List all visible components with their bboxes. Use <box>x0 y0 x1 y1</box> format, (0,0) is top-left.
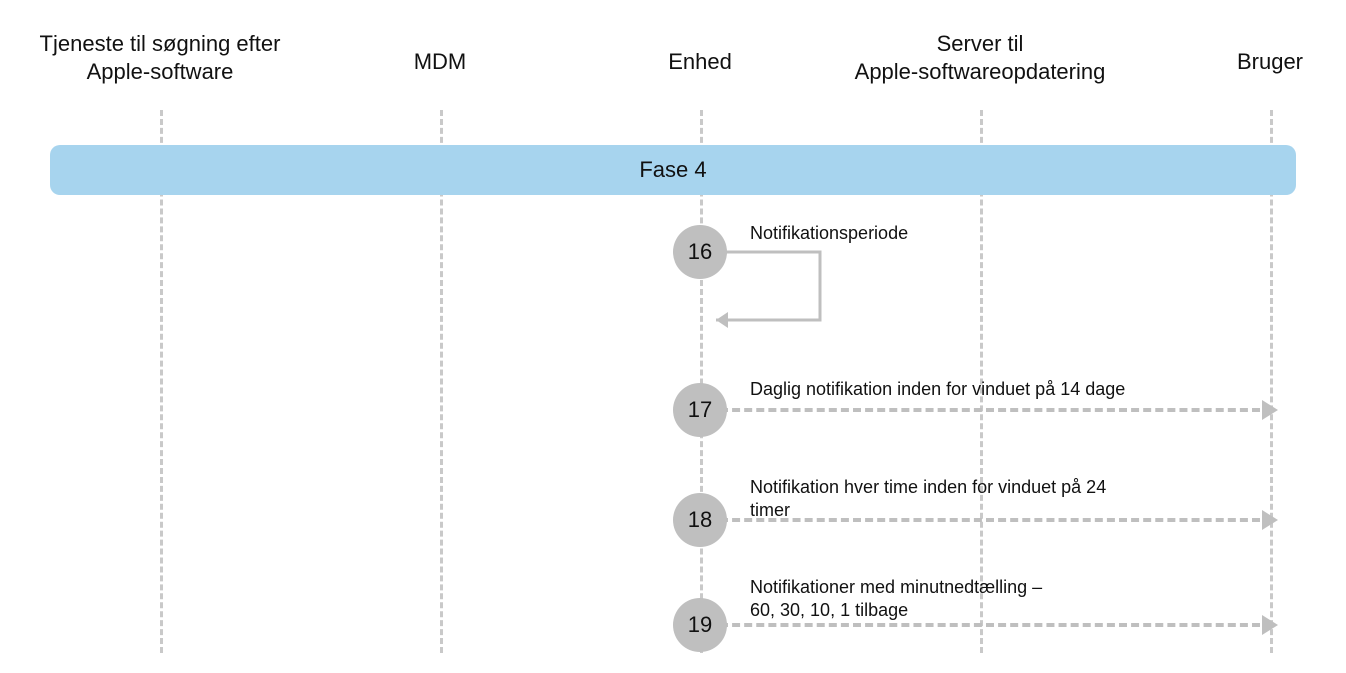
lane-header-label: Bruger <box>1237 49 1303 74</box>
step-circle-16: 16 <box>673 225 727 279</box>
step-circle-17: 17 <box>673 383 727 437</box>
step-number: 18 <box>688 507 712 533</box>
step-label-18: Notifikation hver time inden for vinduet… <box>750 476 1270 521</box>
lane-header-mdm: MDM <box>340 48 540 76</box>
arrow-head-17 <box>1262 400 1278 420</box>
step-number: 17 <box>688 397 712 423</box>
step-label-16: Notifikationsperiode <box>750 222 1250 245</box>
step-number: 16 <box>688 239 712 265</box>
lane-header-label: Tjeneste til søgning efterApple-software <box>40 31 281 84</box>
lane-header-label: Enhed <box>668 49 732 74</box>
dashed-arrow-17 <box>720 408 1260 412</box>
lane-header-user: Bruger <box>1200 48 1340 76</box>
step-label-17: Daglig notifikation inden for vinduet på… <box>750 378 1270 401</box>
sequence-diagram: Tjeneste til søgning efterApple-software… <box>0 0 1346 673</box>
lane-header-lookup: Tjeneste til søgning efterApple-software <box>10 30 310 85</box>
step-label-19: Notifikationer med minutnedtælling –60, … <box>750 576 1270 621</box>
lane-header-label: MDM <box>414 49 467 74</box>
lane-header-label: Server tilApple-softwareopdatering <box>855 31 1106 84</box>
step-circle-19: 19 <box>673 598 727 652</box>
lane-header-server: Server tilApple-softwareopdatering <box>820 30 1140 85</box>
phase-bar-label: Fase 4 <box>639 157 706 183</box>
step-number: 19 <box>688 612 712 638</box>
phase-bar: Fase 4 <box>50 145 1296 195</box>
step-circle-18: 18 <box>673 493 727 547</box>
dashed-arrow-19 <box>720 623 1260 627</box>
lane-header-device: Enhed <box>600 48 800 76</box>
